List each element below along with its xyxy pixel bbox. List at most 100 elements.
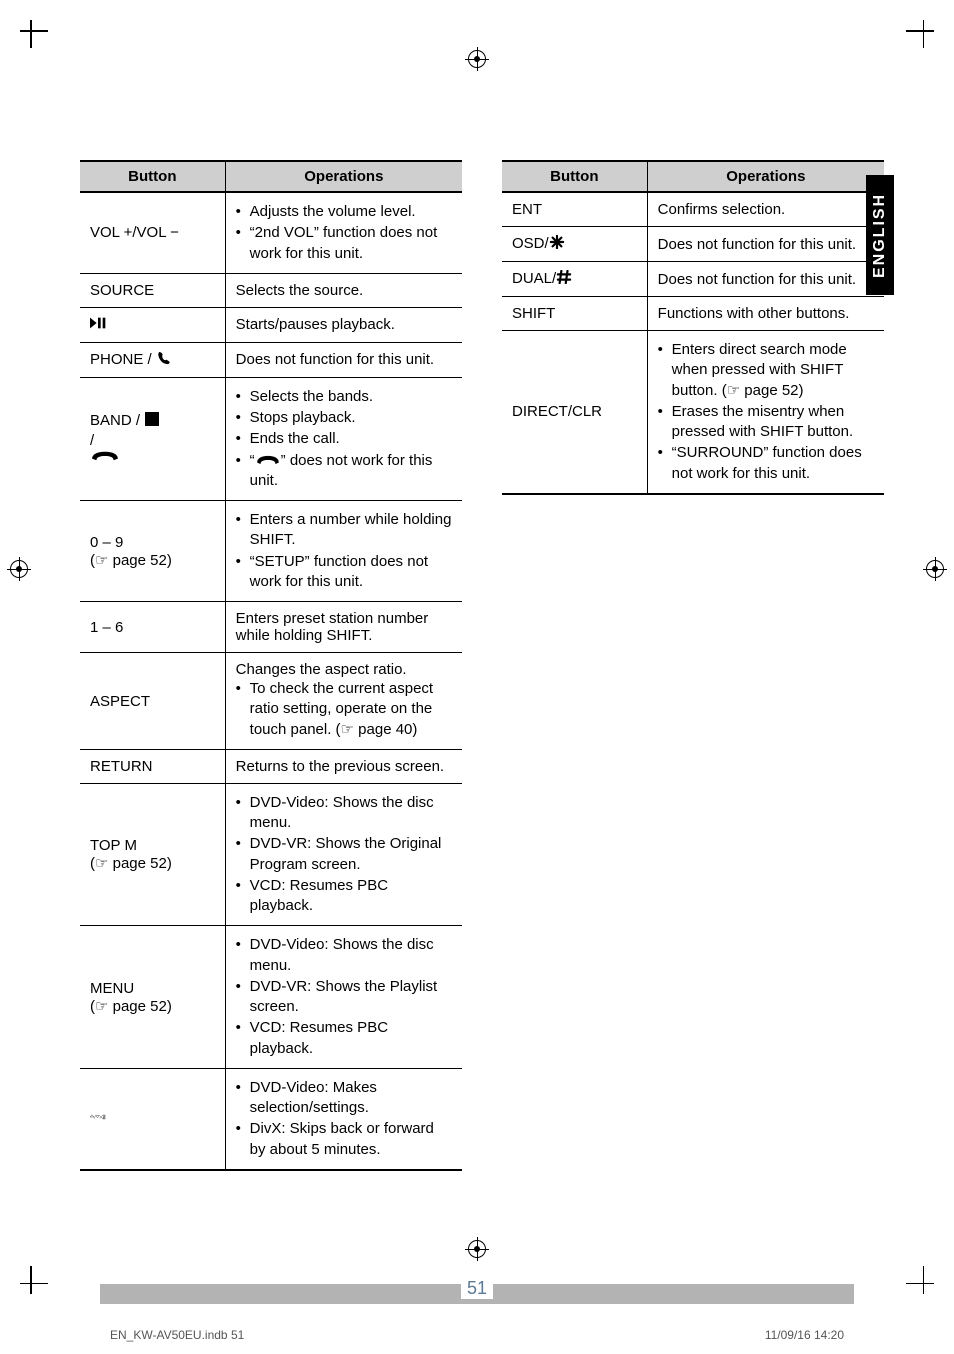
operations-cell: Functions with other buttons.: [647, 297, 884, 331]
operations-list: Adjusts the volume level.“2nd VOL” funct…: [236, 202, 452, 264]
button-label: BAND /: [90, 412, 144, 429]
operation-item: DVD-Video: Shows the disc menu.: [236, 935, 452, 976]
button-cell: DIRECT/CLR: [502, 331, 647, 494]
page-number: 51: [461, 1278, 493, 1299]
hangup2-icon: [255, 451, 281, 471]
left-table: Button Operations VOL +/VOL −Adjusts the…: [80, 160, 462, 1171]
button-label: VOL +/VOL −: [90, 224, 179, 241]
operation-item: VCD: Resumes PBC playback.: [236, 876, 452, 917]
table-row: BAND / /Selects the bands.Stops playback…: [80, 377, 462, 500]
button-label: SOURCE: [90, 282, 154, 299]
operation-item: “2nd VOL” function does not work for thi…: [236, 223, 452, 264]
operations-list: Enters direct search mode when pressed w…: [658, 340, 874, 484]
button-label: MENU: [90, 980, 134, 997]
registration-target: [10, 560, 28, 578]
button-cell: 0 – 9(☞ page 52): [80, 501, 225, 602]
operation-text: Changes the aspect ratio.: [236, 661, 452, 678]
table-row: VOL +/VOL − Adjusts the volume level.“2nd…: [80, 192, 462, 273]
operations-cell: Returns to the previous screen.: [225, 749, 462, 783]
operation-item: Ends the call.: [236, 429, 452, 449]
svg-text:/: /: [94, 1114, 96, 1119]
button-label: 1 – 6: [90, 619, 123, 636]
operation-item: Stops playback.: [236, 408, 452, 428]
operations-list: DVD-Video: Shows the disc menu.DVD-VR: S…: [236, 935, 452, 1059]
operations-list: Enters a number while holding SHIFT.“SET…: [236, 510, 452, 592]
table-row: SOURCE Selects the source.: [80, 273, 462, 307]
hash-icon: [556, 270, 572, 288]
col-header-operations: Operations: [225, 161, 462, 192]
right-table: Button Operations ENT Confirms selection.…: [502, 160, 884, 495]
operation-item: To check the current aspect ratio settin…: [236, 679, 452, 740]
button-cell: OSD/: [502, 227, 647, 262]
button-cell: ///: [80, 1068, 225, 1170]
operation-item: “” does not work for this unit.: [236, 451, 452, 492]
registration-target: [468, 1240, 486, 1258]
table-row: MENU(☞ page 52)DVD-Video: Shows the disc…: [80, 926, 462, 1069]
language-tab: ENGLISH: [866, 175, 894, 295]
operation-item: DVD-VR: Shows the Playlist screen.: [236, 977, 452, 1018]
button-label: ENT: [512, 201, 542, 218]
operation-item: DVD-VR: Shows the Original Program scree…: [236, 834, 452, 875]
operations-cell: DVD-Video: Makes selection/settings.DivX…: [225, 1068, 462, 1170]
button-subtext: (☞ page 52): [90, 854, 215, 872]
operation-item: Selects the bands.: [236, 387, 452, 407]
star-icon: [549, 235, 565, 253]
button-label: SHIFT: [512, 305, 555, 322]
table-row: 1 – 6 Enters preset station number while …: [80, 602, 462, 653]
operations-cell: Changes the aspect ratio.To check the cu…: [225, 653, 462, 750]
button-cell: 1 – 6: [80, 602, 225, 653]
button-cell: [80, 307, 225, 342]
operation-item: “SETUP” function does not work for this …: [236, 552, 452, 593]
button-cell: ASPECT: [80, 653, 225, 750]
hangup-icon: [90, 449, 120, 466]
button-cell: DUAL/: [502, 262, 647, 297]
stop-icon: [144, 412, 160, 430]
button-label: TOP M: [90, 837, 137, 854]
operations-cell: Does not function for this unit.: [647, 227, 884, 262]
button-cell: MENU(☞ page 52): [80, 926, 225, 1069]
page-columns: Button Operations VOL +/VOL − Adjusts the…: [80, 160, 884, 1171]
operation-item: VCD: Resumes PBC playback.: [236, 1018, 452, 1059]
operations-cell: Does not function for this unit.: [225, 342, 462, 377]
button-label: RETURN: [90, 758, 153, 775]
operation-text: Enters preset station number while holdi…: [236, 610, 452, 644]
operation-item: Enters direct search mode when pressed w…: [658, 340, 874, 401]
registration-target: [468, 50, 486, 68]
operations-cell: Selects the bands.Stops playback.Ends th…: [225, 377, 462, 500]
right-column: Button Operations ENT Confirms selection.…: [502, 160, 884, 495]
operation-item: “SURROUND” function does not work for th…: [658, 443, 874, 484]
operation-item: Erases the misentry when pressed with SH…: [658, 402, 874, 443]
table-row: SHIFT Functions with other buttons.: [502, 297, 884, 331]
button-label: DUAL/: [512, 270, 556, 287]
col-header-operations: Operations: [647, 161, 884, 192]
phone-icon: [156, 351, 172, 369]
button-cell: ENT: [502, 192, 647, 227]
button-cell: RETURN: [80, 749, 225, 783]
button-cell: PHONE /: [80, 342, 225, 377]
col-header-button: Button: [502, 161, 647, 192]
table-row: Starts/pauses playback.: [80, 307, 462, 342]
table-row: 0 – 9(☞ page 52)Enters a number while ho…: [80, 501, 462, 602]
operations-list: Selects the bands.Stops playback.Ends th…: [236, 387, 452, 491]
operation-item: DivX: Skips back or forward by about 5 m…: [236, 1119, 452, 1160]
operations-list: To check the current aspect ratio settin…: [236, 679, 452, 740]
button-subtext: (☞ page 52): [90, 551, 215, 569]
table-row: ///DVD-Video: Makes selection/settings.D…: [80, 1068, 462, 1170]
table-row: ASPECTChanges the aspect ratio.To check …: [80, 653, 462, 750]
operations-cell: Adjusts the volume level.“2nd VOL” funct…: [225, 192, 462, 273]
button-cell: SHIFT: [502, 297, 647, 331]
crop-mark: [20, 20, 60, 60]
operations-cell: Enters preset station number while holdi…: [225, 602, 462, 653]
operation-item: DVD-Video: Makes selection/settings.: [236, 1078, 452, 1119]
button-cell: TOP M(☞ page 52): [80, 783, 225, 926]
operations-cell: Confirms selection.: [647, 192, 884, 227]
operations-cell: DVD-Video: Shows the disc menu.DVD-VR: S…: [225, 926, 462, 1069]
button-subtext: (☞ page 52): [90, 997, 215, 1015]
button-cell: VOL +/VOL −: [80, 192, 225, 273]
operation-text: Selects the source.: [236, 282, 452, 299]
operation-item: Enters a number while holding SHIFT.: [236, 510, 452, 551]
button-label: 0 – 9: [90, 534, 123, 551]
left-column: Button Operations VOL +/VOL −Adjusts the…: [80, 160, 462, 1171]
operations-cell: Enters direct search mode when pressed w…: [647, 331, 884, 494]
table-row: DIRECT/CLREnters direct search mode when…: [502, 331, 884, 494]
